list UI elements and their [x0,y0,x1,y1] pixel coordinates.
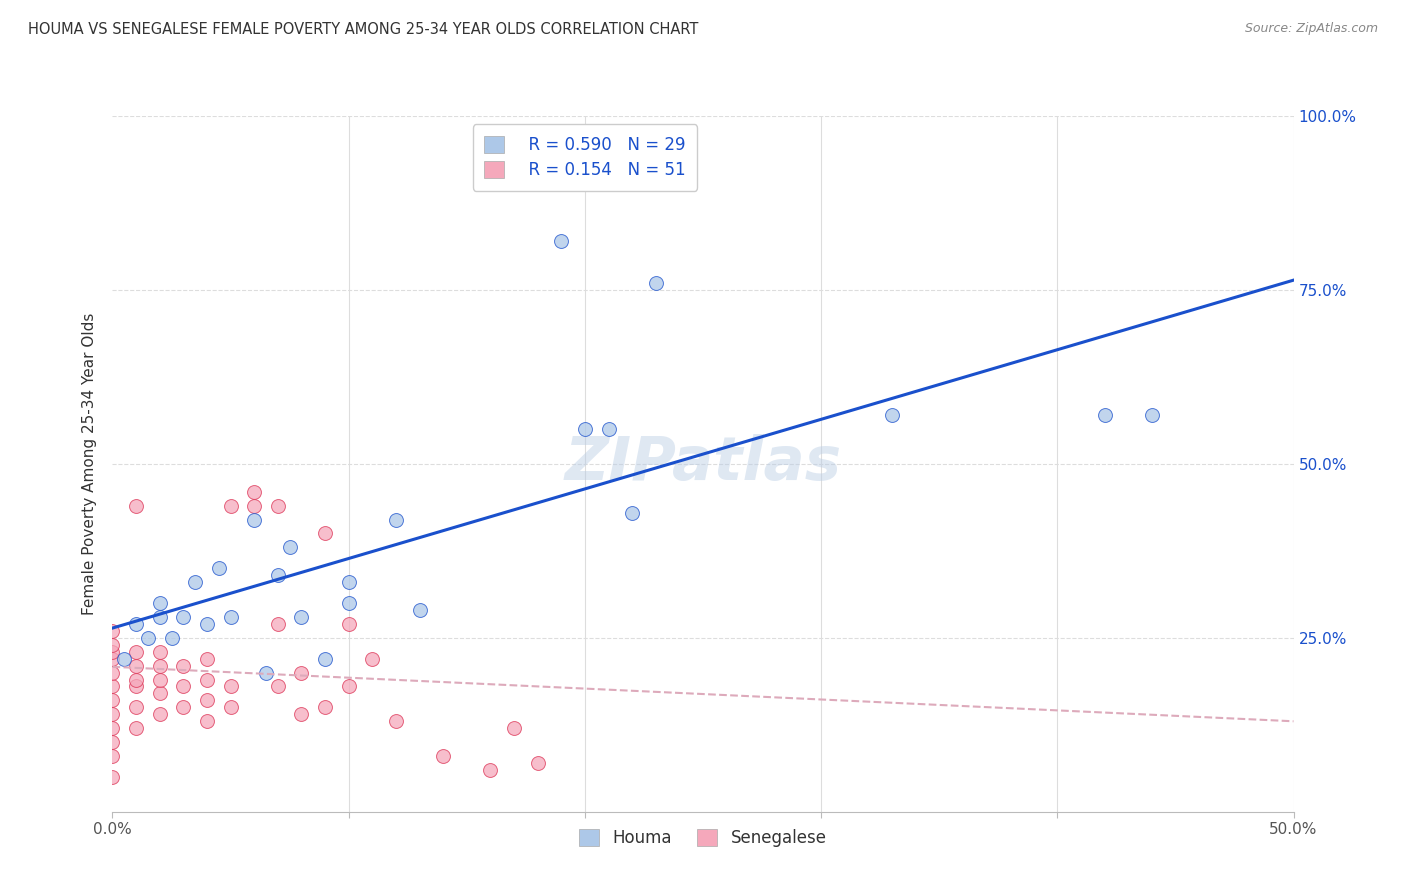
Point [149,686,172,700]
Point [195,616,218,631]
Legend: Houma, Senegalese: Houma, Senegalese [568,818,838,859]
Point [598,422,620,436]
Point [172,658,194,673]
Point [574,422,596,436]
Point [149,596,172,610]
Point [290,610,312,624]
Point [290,707,312,722]
Y-axis label: Female Poverty Among 25-34 Year Olds: Female Poverty Among 25-34 Year Olds [82,313,97,615]
Point [644,276,666,290]
Point [160,631,183,645]
Point [125,673,148,687]
Point [1094,408,1116,422]
Point [195,714,218,729]
Point [526,756,548,770]
Point [101,721,124,735]
Point [101,735,124,749]
Point [267,499,290,513]
Point [337,596,360,610]
Point [290,665,312,680]
Point [172,610,194,624]
Point [125,616,148,631]
Point [219,700,242,714]
Point [101,680,124,694]
Point [219,680,242,694]
Point [267,616,290,631]
Point [621,506,644,520]
Point [337,616,360,631]
Point [101,707,124,722]
Point [880,408,903,422]
Point [195,651,218,665]
Point [125,499,148,513]
Point [172,700,194,714]
Point [503,721,526,735]
Point [101,624,124,638]
Point [101,693,124,707]
Point [219,610,242,624]
Text: Source: ZipAtlas.com: Source: ZipAtlas.com [1244,22,1378,36]
Point [125,680,148,694]
Point [125,700,148,714]
Point [432,749,454,764]
Point [254,665,277,680]
Point [149,658,172,673]
Point [125,658,148,673]
Point [101,770,124,784]
Point [314,651,336,665]
Point [125,721,148,735]
Point [243,484,266,499]
Point [243,499,266,513]
Point [149,707,172,722]
Point [385,512,408,526]
Point [267,680,290,694]
Point [243,512,266,526]
Point [314,526,336,541]
Point [219,499,242,513]
Point [1140,408,1163,422]
Point [479,763,502,777]
Text: HOUMA VS SENEGALESE FEMALE POVERTY AMONG 25-34 YEAR OLDS CORRELATION CHART: HOUMA VS SENEGALESE FEMALE POVERTY AMONG… [28,22,699,37]
Point [149,673,172,687]
Point [112,651,135,665]
Point [385,714,408,729]
Point [550,234,572,248]
Point [361,651,384,665]
Point [101,749,124,764]
Point [149,645,172,659]
Point [101,651,124,665]
Point [267,568,290,582]
Point [172,680,194,694]
Point [101,638,124,652]
Point [337,680,360,694]
Point [195,693,218,707]
Point [208,561,231,575]
Point [136,631,159,645]
Point [101,645,124,659]
Point [278,541,301,555]
Point [101,665,124,680]
Point [149,610,172,624]
Point [314,700,336,714]
Point [125,645,148,659]
Point [195,673,218,687]
Point [337,575,360,590]
Point [184,575,207,590]
Text: ZIPatlas: ZIPatlas [564,434,842,493]
Point [408,603,430,617]
